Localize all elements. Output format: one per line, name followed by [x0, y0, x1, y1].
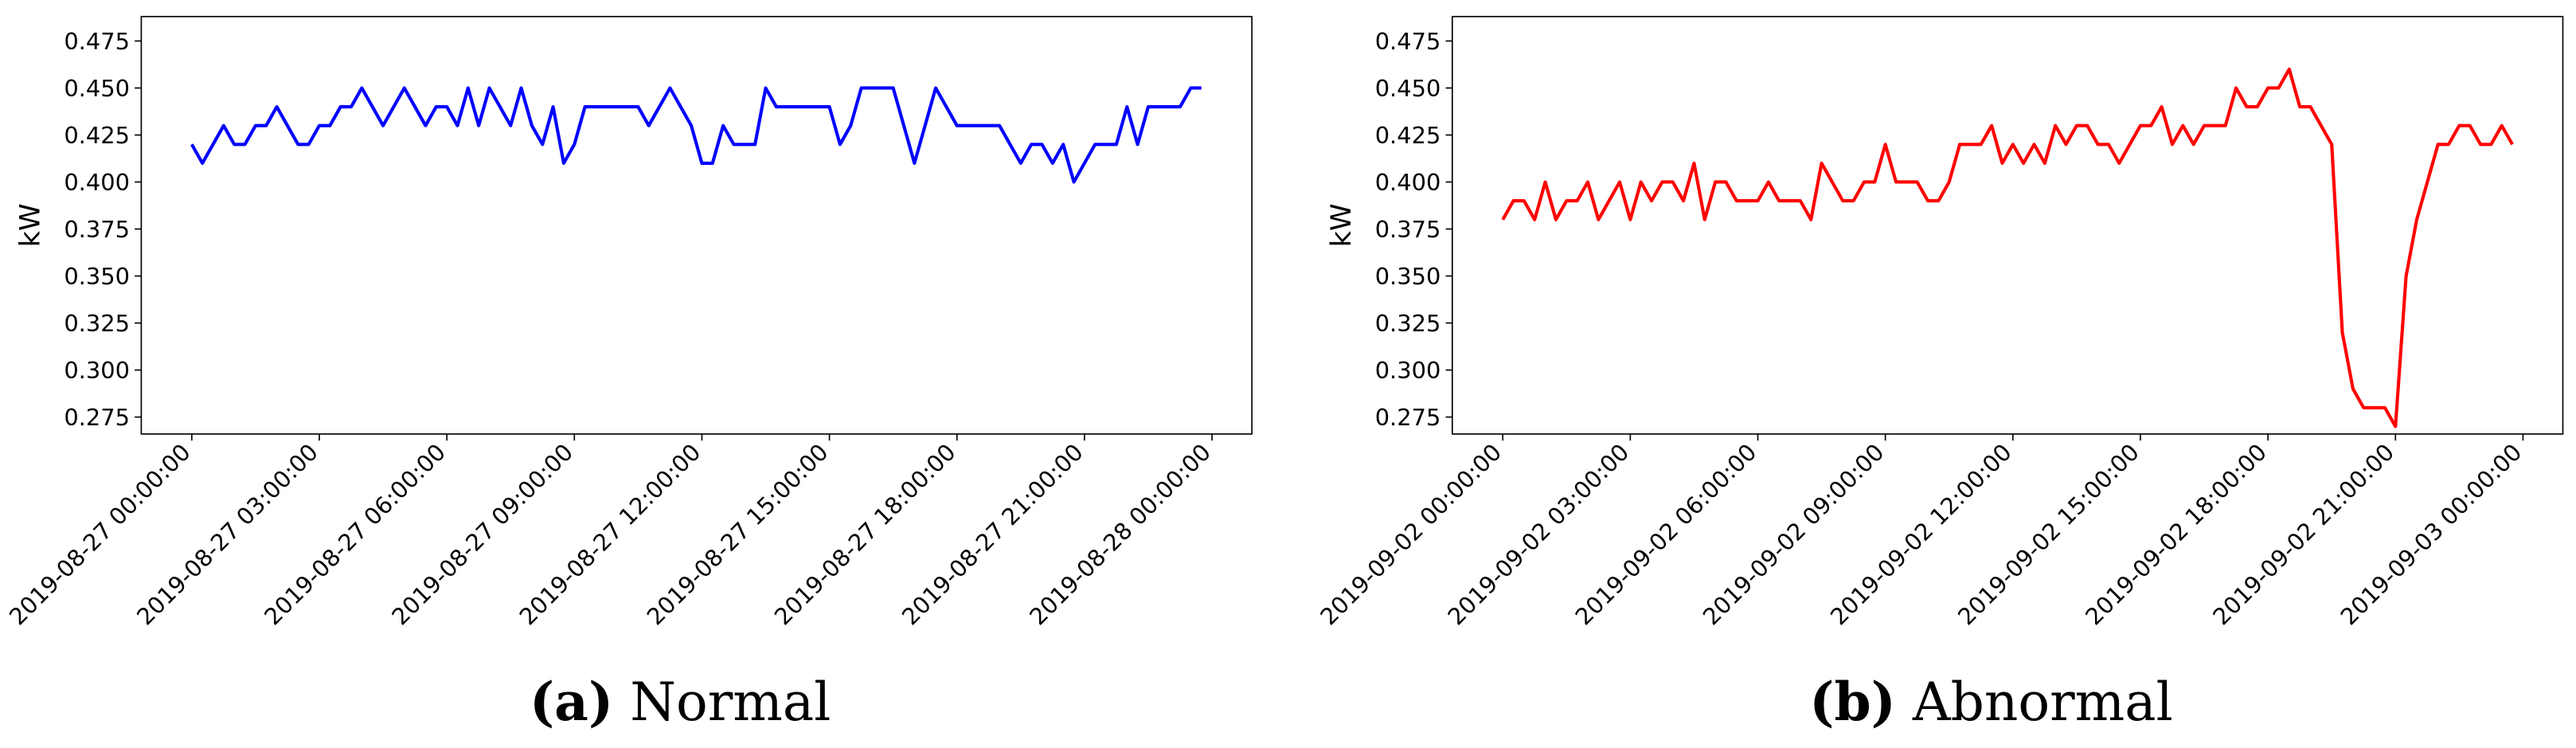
caption-gap [1896, 672, 1913, 733]
y-tick-label: 0.325 [1375, 310, 1441, 337]
y-tick-label: 0.450 [64, 75, 130, 102]
data-line [1501, 67, 2514, 429]
y-axis-label: kW [14, 203, 47, 247]
y-axis-label: kW [1325, 203, 1358, 247]
y-tick-label: 0.475 [1375, 28, 1441, 55]
y-tick-label: 0.300 [64, 357, 130, 384]
y-tick-label: 0.275 [1375, 404, 1441, 431]
y-tick-label: 0.375 [64, 216, 130, 243]
caption-text: Normal [630, 672, 831, 733]
caption-gap [613, 672, 630, 733]
y-tick-label: 0.275 [64, 404, 130, 431]
y-tick-label: 0.350 [64, 263, 130, 290]
y-tick-label: 0.325 [64, 310, 130, 337]
y-tick-label: 0.350 [1375, 263, 1441, 290]
axes-frame [140, 15, 1253, 435]
data-line [190, 86, 1202, 184]
caption: (a) Normal [530, 671, 831, 733]
y-tick-label: 0.400 [1375, 169, 1441, 196]
y-tick-label: 0.300 [1375, 357, 1441, 384]
caption: (b) Abnormal [1809, 671, 2172, 733]
y-tick-label: 0.400 [64, 169, 130, 196]
axes-frame [1451, 15, 2564, 435]
y-tick-label: 0.425 [1375, 122, 1441, 149]
caption-label: (b) [1809, 671, 1896, 733]
caption-text: Abnormal [1912, 672, 2173, 733]
caption-label: (a) [530, 671, 613, 733]
y-tick-label: 0.475 [64, 28, 130, 55]
y-tick-label: 0.425 [64, 122, 130, 149]
y-tick-label: 0.450 [1375, 75, 1441, 102]
y-tick-label: 0.375 [1375, 216, 1441, 243]
